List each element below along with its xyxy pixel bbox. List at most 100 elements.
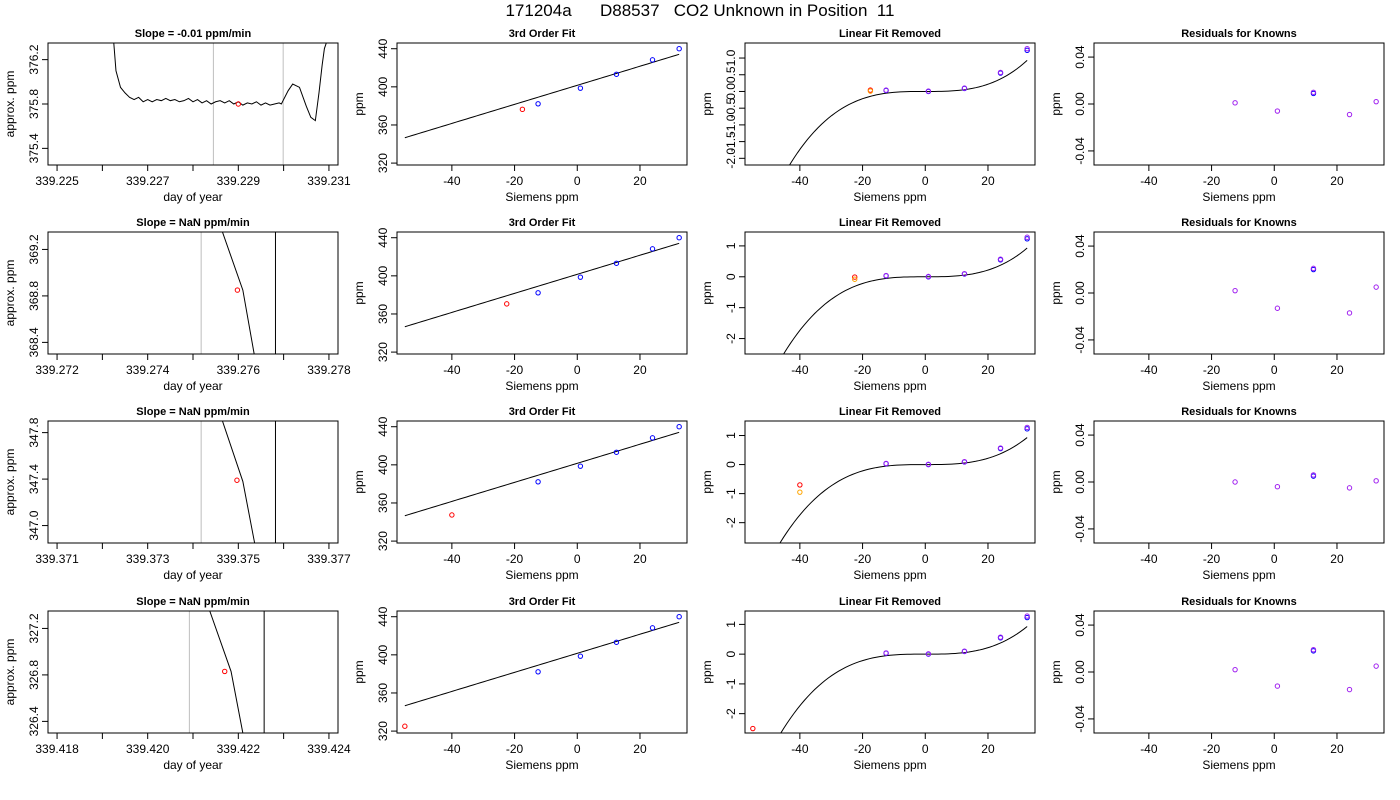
plot-frame <box>1093 610 1385 734</box>
y-tick-label: 0 <box>724 650 738 657</box>
data-point <box>1024 613 1030 619</box>
data-point <box>750 725 756 732</box>
x-tick-label: 0 <box>574 363 581 377</box>
data-point <box>649 625 656 631</box>
y-tick-label: 440 <box>376 227 390 247</box>
x-axis-label: Siemens ppm <box>853 758 926 772</box>
y-axis-label: ppm <box>1049 660 1063 683</box>
x-tick-label: 339.231 <box>307 174 351 188</box>
x-tick-label: 0 <box>1271 363 1278 377</box>
y-tick-label: 347.4 <box>27 464 41 494</box>
plot-frame <box>396 610 688 734</box>
y-tick-label: -1.5 <box>724 131 738 152</box>
data-series-line <box>113 43 327 122</box>
y-tick-label: 1 <box>724 621 738 628</box>
data-point <box>1346 111 1353 118</box>
x-tick-label: 20 <box>1330 363 1344 377</box>
data-point <box>613 449 620 455</box>
y-tick-label: 1 <box>724 432 738 439</box>
y-tick-label: 347.8 <box>27 417 41 447</box>
x-tick-label: -40 <box>443 363 461 377</box>
x-tick-label: 339.422 <box>217 742 261 756</box>
data-point <box>925 273 932 280</box>
y-tick-label: 360 <box>376 115 390 135</box>
chart-panel-r2-c1: 3rd Order Fit Siemens ppm ppm -40 -20 0 20 320 3… <box>352 406 688 582</box>
panel-title: 3rd Order Fit <box>509 28 576 40</box>
panel-title: Residuals for Knowns <box>1181 406 1297 418</box>
panel-title: Linear Fit Removed <box>839 406 941 418</box>
plot-area <box>750 613 1030 733</box>
x-tick-label: 0 <box>922 742 929 756</box>
plot-frame <box>1093 231 1385 355</box>
fit-curve <box>788 59 1028 165</box>
x-tick-label: 20 <box>981 363 995 377</box>
x-axis-label: day of year <box>163 568 222 582</box>
data-point <box>1373 663 1379 669</box>
y-axis-label: approx. ppm <box>3 260 17 327</box>
y-tick-label: 440 <box>376 606 390 626</box>
plot-frame <box>396 42 688 166</box>
y-tick-label: 375.4 <box>27 133 41 163</box>
data-point <box>797 482 803 488</box>
plot-area <box>404 424 682 518</box>
fit-curve <box>779 437 1028 543</box>
data-point <box>535 669 541 675</box>
panel-title: Linear Fit Removed <box>839 596 941 608</box>
x-tick-label: -20 <box>506 552 524 566</box>
data-point <box>997 445 1004 451</box>
x-tick-label: 0 <box>922 363 929 377</box>
x-tick-label: 339.272 <box>35 363 79 377</box>
data-point <box>1274 483 1281 490</box>
x-tick-label: -20 <box>1203 174 1221 188</box>
x-tick-label: 339.229 <box>217 174 261 188</box>
x-tick-label: -20 <box>854 742 872 756</box>
data-point <box>1024 424 1030 431</box>
data-point <box>1274 108 1281 114</box>
y-tick-label: 0.00 <box>1073 660 1087 684</box>
x-tick-label: 0 <box>1271 552 1278 566</box>
y-axis-label: ppm <box>352 470 366 493</box>
x-tick-label: -20 <box>506 174 524 188</box>
y-tick-label: 360 <box>376 493 390 513</box>
y-tick-label: -1 <box>724 678 738 689</box>
fit-curve <box>404 53 680 139</box>
y-tick-label: -2 <box>724 708 738 719</box>
data-point <box>222 668 228 675</box>
y-axis-label: ppm <box>700 281 714 304</box>
data-point <box>649 246 656 252</box>
x-axis-label: day of year <box>163 758 222 772</box>
x-tick-label: -20 <box>506 363 524 377</box>
chart-panel-r1-c3: Residuals for Knowns Siemens ppm ppm -40 -20… <box>1049 217 1385 393</box>
x-tick-label: -20 <box>1203 742 1221 756</box>
chart-panel-r0-c2: Linear Fit Removed Siemens ppm ppm -40 -20 0 2… <box>700 28 1036 204</box>
chart-panel-r2-c3: Residuals for Knowns Siemens ppm ppm -40 -20… <box>1049 406 1385 582</box>
data-point <box>577 463 584 469</box>
x-tick-label: 20 <box>981 742 995 756</box>
x-tick-label: 0 <box>1271 174 1278 188</box>
y-tick-label: -1.0 <box>724 114 738 135</box>
x-tick-label: 20 <box>981 174 995 188</box>
plot-frame <box>396 231 688 355</box>
x-tick-label: 339.420 <box>126 742 170 756</box>
data-point <box>852 276 858 282</box>
data-point <box>577 274 584 280</box>
y-tick-label: 0 <box>724 461 738 468</box>
x-tick-label: 20 <box>633 742 647 756</box>
x-tick-label: -20 <box>854 363 872 377</box>
y-axis-label: ppm <box>352 660 366 683</box>
y-tick-label: 320 <box>376 342 390 362</box>
y-tick-label: 0.04 <box>1073 234 1087 258</box>
chart-panel-r2-c0: Slope = NaN ppm/min day of year approx. pp… <box>3 406 351 582</box>
x-tick-label: 20 <box>1330 742 1344 756</box>
data-point <box>676 424 682 430</box>
panel-title: Slope = NaN ppm/min <box>136 217 250 229</box>
plot-frame <box>744 42 1036 166</box>
y-tick-label: 400 <box>376 645 390 665</box>
y-axis-label: ppm <box>352 92 366 115</box>
x-tick-label: 20 <box>981 552 995 566</box>
x-tick-label: 0 <box>1271 742 1278 756</box>
y-axis-label: ppm <box>1049 92 1063 115</box>
y-tick-label: 1 <box>724 242 738 249</box>
